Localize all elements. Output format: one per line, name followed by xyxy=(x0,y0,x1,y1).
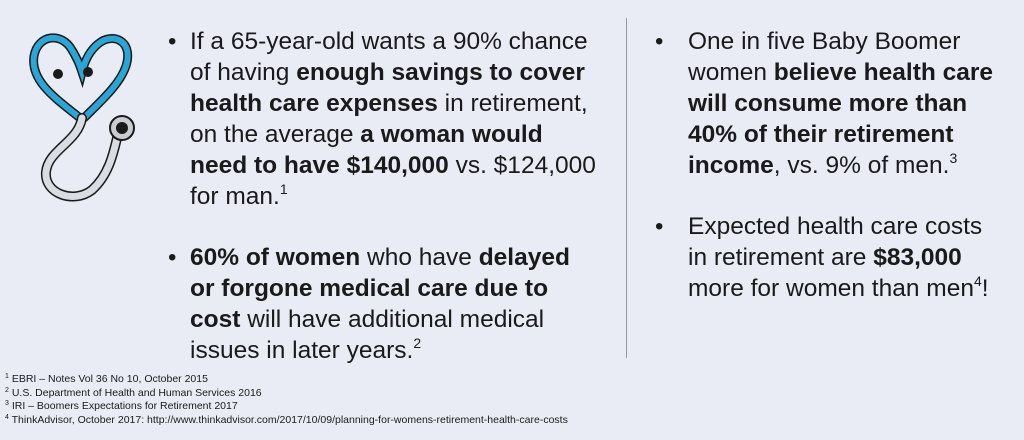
footnote-ref: 4 xyxy=(973,273,982,289)
bold-text: delayed or forgone medical care due to c… xyxy=(190,244,570,333)
bullet-dot: • xyxy=(655,28,664,55)
footnote: 1 EBRI – Notes Vol 36 No 10, October 201… xyxy=(5,373,208,385)
footnote-ref: 1 xyxy=(279,181,288,197)
bullet-text: If a 65-year-old wants a 90% chance of h… xyxy=(190,28,596,210)
bullet-dot: • xyxy=(168,28,177,55)
bullet-item: • One in five Baby Boomer women believe … xyxy=(655,26,1000,181)
footnotes: 1 EBRI – Notes Vol 36 No 10, October 201… xyxy=(5,373,568,427)
bold-text: $83,000 xyxy=(873,244,962,271)
bullet-item: • If a 65-year-old wants a 90% chance of… xyxy=(168,26,598,212)
footnote: 3 IRI – Boomers Expectations for Retirem… xyxy=(5,400,238,412)
footnote: 4 ThinkAdvisor, October 2017: http://www… xyxy=(5,413,568,426)
bullet-item: • Expected health care costs in retireme… xyxy=(655,211,1000,304)
stethoscope-heart-icon xyxy=(29,33,135,202)
left-column: • If a 65-year-old wants a 90% chance of… xyxy=(168,26,598,396)
text-run: vs. $124,000 for man. xyxy=(190,152,596,210)
bullet-item: • 60% of women who have delayed or forgo… xyxy=(168,242,598,366)
footnote-ref: 3 xyxy=(949,150,958,166)
text-run: One in five Baby Boomer women xyxy=(688,28,961,86)
footnote: 2 U.S. Department of Health and Human Se… xyxy=(5,386,262,399)
text-run: , vs. 9% of men. xyxy=(773,152,950,179)
bullet-dot: • xyxy=(655,213,664,240)
text-run: who have xyxy=(360,244,479,271)
text-run: more for women than men xyxy=(688,275,974,302)
column-divider xyxy=(626,18,627,358)
text-run: Expected health care costs in retirement… xyxy=(688,213,983,271)
bold-text: believe health care will consume more th… xyxy=(688,59,994,179)
bullet-dot: • xyxy=(168,244,177,271)
bullet-text: Expected health care costs in retirement… xyxy=(688,213,989,302)
bold-text: enough savings to cover health care expe… xyxy=(190,59,585,117)
text-run: in retirement, on the average xyxy=(190,90,588,148)
right-column: • One in five Baby Boomer women believe … xyxy=(655,26,1000,334)
text-run: If a 65-year-old wants a 90% chance of h… xyxy=(190,28,588,86)
footnote-ref: 2 xyxy=(413,335,422,351)
bold-text: a woman would need to have $140,000 xyxy=(190,121,543,179)
bullet-text: 60% of women who have delayed or forgone… xyxy=(190,244,570,364)
text-run: will have additional medical issues in l… xyxy=(190,306,545,364)
bold-text: 60% of women xyxy=(190,244,361,271)
text-run: ! xyxy=(981,275,989,302)
bullet-text: One in five Baby Boomer women believe he… xyxy=(688,28,993,179)
